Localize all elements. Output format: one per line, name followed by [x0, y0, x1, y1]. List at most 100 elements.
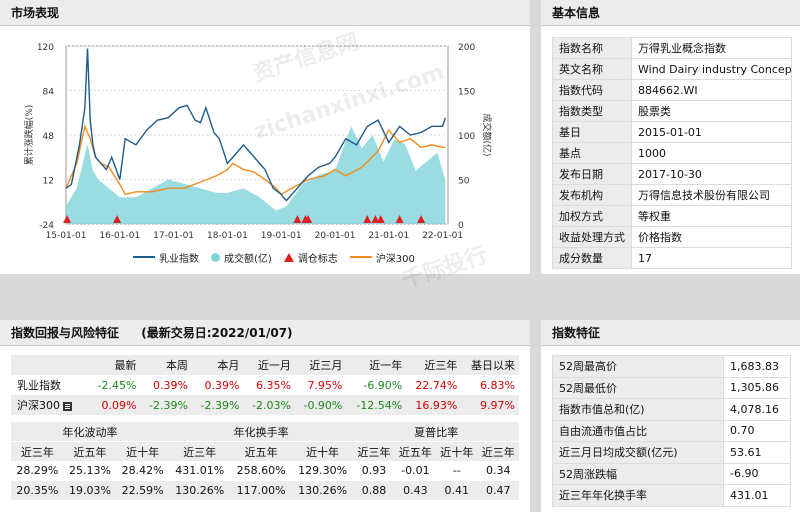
basic-info-value: 2015-01-01	[631, 121, 792, 143]
market-panel: 市场表现 120 84 48 12 -24 200 150 100 50 0 15-01-01 16-…	[0, 0, 530, 274]
y-left-tick: 84	[43, 88, 55, 98]
y-right-label: 成交额(亿)	[481, 113, 493, 156]
returns-row: 沪深300 0.09% -2.39% -2.39% -2.03% -0.90% -12.54…	[11, 395, 519, 415]
returns-header[interactable]: 本周	[165, 359, 188, 372]
x-tick: 22-01-01	[422, 231, 463, 241]
risk-panel: 指数回报与风险特征 (最新交易日:2022/01/07)	[0, 320, 530, 512]
returns-header[interactable]: 近三月	[309, 359, 343, 372]
info-icon[interactable]	[63, 401, 72, 411]
trade-date: (最新交易日:2022/01/07)	[141, 326, 293, 340]
legend-volume[interactable]: 成交额(亿)	[211, 250, 272, 265]
ratio-value: 130.26%	[168, 480, 231, 500]
basic-info-key: 基日	[552, 121, 632, 143]
risk-title-text: 指数回报与风险特征	[11, 326, 120, 340]
returns-value: -2.39%	[200, 398, 240, 412]
returns-value: 0.39%	[152, 378, 188, 392]
ratio-subheader: 近三年	[477, 441, 519, 461]
y-right-tick: 0	[458, 221, 464, 231]
ratio-value: 130.26%	[291, 480, 354, 500]
ratio-value: 0.88	[353, 480, 395, 500]
y-right-tick: 50	[458, 177, 470, 187]
rebalance-marker	[63, 215, 72, 223]
feature-key: 近三年年化换手率	[552, 484, 724, 507]
returns-row-name: 乳业指数	[11, 375, 89, 395]
feature-row: 近三月日均成交额(亿元) 53.61	[552, 441, 791, 464]
feature-value: 1,305.86	[723, 376, 791, 399]
returns-header[interactable]	[11, 355, 89, 375]
ratio-value: 0.41	[436, 480, 478, 500]
rebalance-marker	[371, 215, 380, 223]
basic-info-key: 发布日期	[552, 163, 632, 185]
returns-header[interactable]: 近一年	[369, 359, 403, 372]
ratio-subheader: 近五年	[394, 441, 437, 461]
x-tick: 17-01-01	[153, 231, 194, 241]
feature-key: 指数市值总和(亿)	[552, 398, 724, 421]
basic-info-value: 价格指数	[631, 226, 792, 248]
basic-info-key: 指数类型	[552, 100, 632, 122]
y-left-tick: 48	[43, 132, 55, 142]
basic-info-row: 指数名称 万得乳业概念指数	[552, 37, 792, 59]
returns-header[interactable]: 近三年	[424, 359, 458, 372]
returns-value: 16.93%	[415, 398, 458, 412]
x-tick: 21-01-01	[368, 231, 409, 241]
feature-row: 52周最低价 1,305.86	[552, 376, 791, 399]
rebalance-marker	[395, 215, 404, 223]
market-title: 市场表现	[0, 0, 530, 26]
legend-rebalance[interactable]: 调仓标志	[283, 250, 338, 265]
feature-row: 52周涨跌幅 -6.90	[552, 462, 791, 485]
ratio-value: 28.42%	[121, 464, 164, 478]
y-right-tick: 150	[458, 88, 475, 98]
ratio-value: -0.01	[401, 464, 430, 478]
legend-hs300[interactable]: 沪深300	[349, 250, 415, 265]
returns-value: 0.39%	[204, 378, 240, 392]
basic-info-value: Wind Dairy industry Concept In	[631, 58, 792, 80]
ratio-value: 117.00%	[230, 480, 292, 500]
ratio-value: 19.03%	[63, 480, 117, 500]
ratio-subheader: 近五年	[230, 441, 292, 461]
rebalance-marker	[293, 215, 302, 223]
returns-value: 6.83%	[480, 378, 515, 392]
basic-info-value: 1000	[631, 142, 792, 164]
rebalance-marker	[417, 215, 426, 223]
ratio-value: 0.43	[394, 480, 437, 500]
returns-table: 最新 本周 本月 近一月 近三月 近一年 近三年 基日以来 乳业指数 -2.45% 0.39% 0.…	[11, 355, 519, 415]
basic-info-row: 发布机构 万得信息技术股份有限公司	[552, 184, 792, 206]
basic-info-row: 加权方式 等权重	[552, 205, 792, 227]
basic-info-title: 基本信息	[541, 0, 800, 26]
ratio-value: 20.35%	[11, 480, 64, 500]
rebalance-marker	[304, 215, 313, 223]
ratio-value: 0.34	[486, 464, 511, 478]
basic-info-value: 2017-10-30	[631, 163, 792, 185]
returns-value: -0.90%	[303, 398, 343, 412]
ratio-value: 25.13%	[69, 464, 111, 478]
returns-value: -2.45%	[97, 378, 137, 392]
returns-value: 6.35%	[255, 378, 291, 392]
basic-info-panel: 基本信息 指数名称 万得乳业概念指数 英文名称 Wind Dairy industry…	[541, 0, 800, 274]
ratio-value: 431.01%	[175, 464, 225, 478]
x-tick: 15-01-01	[46, 231, 87, 241]
basic-info-key: 成分数量	[552, 247, 632, 269]
feature-row: 近三年年化换手率 431.01	[552, 484, 791, 507]
basic-info-row: 指数代码 884662.WI	[552, 79, 792, 101]
returns-header[interactable]: 最新	[114, 359, 137, 372]
ratio-group-row: 年化波动率 年化换手率 夏普比率	[11, 422, 519, 442]
legend-index[interactable]: 乳业指数	[133, 250, 199, 265]
market-chart: 120 84 48 12 -24 200 150 100 50 0 15-01-01 16-01-01…	[23, 43, 493, 241]
y-left-tick: 120	[37, 43, 54, 53]
feature-key: 52周最低价	[552, 376, 724, 399]
returns-header[interactable]: 基日以来	[471, 359, 515, 372]
feature-value: -6.90	[723, 462, 791, 485]
feature-key: 近三月日均成交额(亿元)	[552, 441, 724, 464]
ratio-value: 28.29%	[16, 464, 59, 478]
ratio-value: 0.93	[361, 464, 387, 478]
feature-row: 52周最高价 1,683.83	[552, 355, 791, 378]
ratio-subheader: 近十年	[291, 441, 354, 461]
x-tick: 18-01-01	[207, 231, 248, 241]
features-title: 指数特征	[541, 320, 800, 346]
feature-key: 自由流通市值占比	[552, 419, 724, 442]
rebalance-marker	[376, 215, 385, 223]
returns-header[interactable]: 本月	[217, 359, 240, 372]
returns-header[interactable]: 近一月	[257, 359, 291, 372]
ratio-group: 夏普比率	[353, 422, 519, 442]
